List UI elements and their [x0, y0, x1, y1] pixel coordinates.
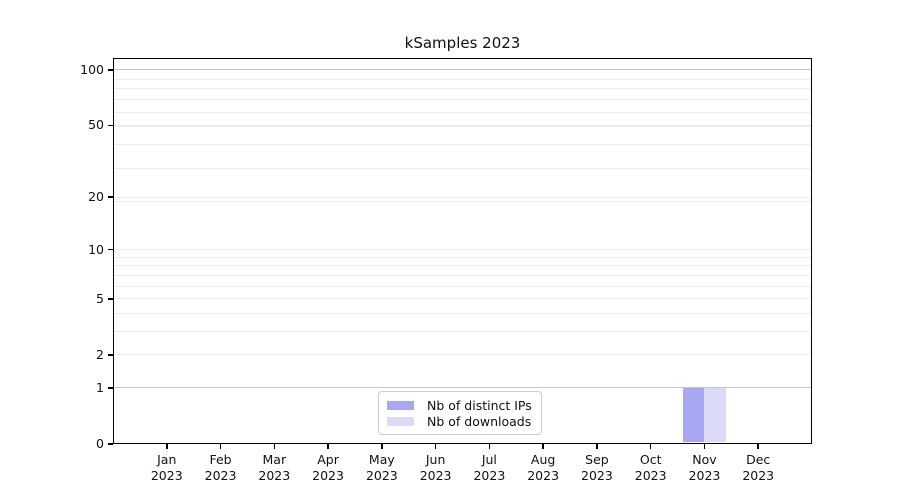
- gridline: [113, 285, 812, 287]
- gridline: [113, 99, 812, 101]
- gridline: [113, 200, 812, 202]
- x-tick-mark: [381, 444, 383, 449]
- x-tick-mark: [166, 444, 168, 449]
- legend-item-downloads: Nb of downloads: [387, 413, 541, 429]
- x-tick-label: Dec 2023: [742, 452, 775, 483]
- y-tick-label: 20: [88, 189, 104, 205]
- y-tick-mark: [108, 354, 113, 356]
- x-tick-label: Feb 2023: [204, 452, 237, 483]
- chart-title: kSamples 2023: [404, 34, 521, 52]
- gridline: [113, 265, 812, 267]
- x-tick-label: Jan 2023: [150, 452, 183, 483]
- axes-frame: [113, 58, 812, 444]
- x-tick-label: Aug 2023: [527, 452, 560, 483]
- gridline: [113, 88, 812, 90]
- x-tick-mark: [273, 444, 276, 449]
- x-tick-label: Mar 2023: [258, 452, 291, 483]
- gridline: [113, 331, 812, 333]
- y-tick-mark: [108, 248, 113, 251]
- x-tick-mark: [596, 444, 598, 449]
- x-tick-label: Oct 2023: [634, 452, 667, 483]
- x-tick-mark: [542, 444, 544, 449]
- gridline: [113, 124, 812, 126]
- gridline: [113, 249, 812, 251]
- gridline: [113, 126, 812, 128]
- y-tick-label: 100: [80, 61, 104, 77]
- y-tick-label: 0: [96, 436, 104, 451]
- y-tick-mark: [108, 298, 113, 300]
- gridline: [113, 78, 812, 80]
- y-tick-label: 50: [88, 117, 104, 133]
- x-tick-mark: [649, 444, 652, 449]
- gridline: [113, 69, 812, 71]
- legend: Nb of distinct IPs Nb of downloads: [378, 391, 542, 435]
- legend-item-distinct-ips: Nb of distinct IPs: [387, 397, 541, 413]
- x-tick-label: Jul 2023: [473, 452, 506, 483]
- x-tick-label: Apr 2023: [312, 452, 344, 483]
- x-tick-label: Jun 2023: [419, 452, 452, 483]
- plot-area: [113, 58, 812, 444]
- y-tick-mark: [108, 387, 113, 389]
- y-tick-label: 2: [96, 346, 104, 362]
- gridline: [113, 274, 812, 276]
- y-tick-mark: [108, 124, 113, 127]
- x-tick-label: May 2023: [365, 452, 398, 483]
- legend-swatch-distinct-ips: [387, 400, 414, 410]
- x-tick-mark: [757, 444, 759, 449]
- gridline: [113, 313, 812, 315]
- y-tick-mark: [108, 443, 113, 445]
- gridline: [113, 256, 812, 258]
- x-tick-label: Sep 2023: [581, 452, 613, 483]
- legend-label-distinct-ips: Nb of distinct IPs: [427, 397, 532, 413]
- gridline: [113, 196, 812, 198]
- x-tick-mark: [488, 444, 491, 449]
- x-tick-mark: [327, 444, 329, 449]
- bar-nb-of-downloads: [704, 387, 726, 443]
- gridline: [113, 298, 812, 300]
- x-tick-mark: [434, 444, 437, 449]
- legend-label-downloads: Nb of downloads: [427, 413, 532, 429]
- x-tick-mark: [219, 444, 222, 449]
- legend-swatch-downloads: [387, 416, 414, 426]
- gridline: [113, 111, 812, 113]
- gridline: [113, 354, 812, 356]
- gridline: [113, 387, 812, 389]
- y-tick-label: 5: [96, 290, 104, 306]
- y-tick-mark: [108, 69, 113, 71]
- y-tick-label: 10: [88, 241, 104, 257]
- x-tick-mark: [703, 444, 706, 449]
- gridline: [113, 144, 812, 146]
- y-tick-label: 1: [96, 379, 104, 395]
- y-tick-mark: [108, 196, 113, 198]
- gridline: [113, 167, 812, 169]
- bar-nb-of-distinct-ips: [682, 387, 705, 443]
- x-tick-label: Nov 2023: [688, 452, 721, 483]
